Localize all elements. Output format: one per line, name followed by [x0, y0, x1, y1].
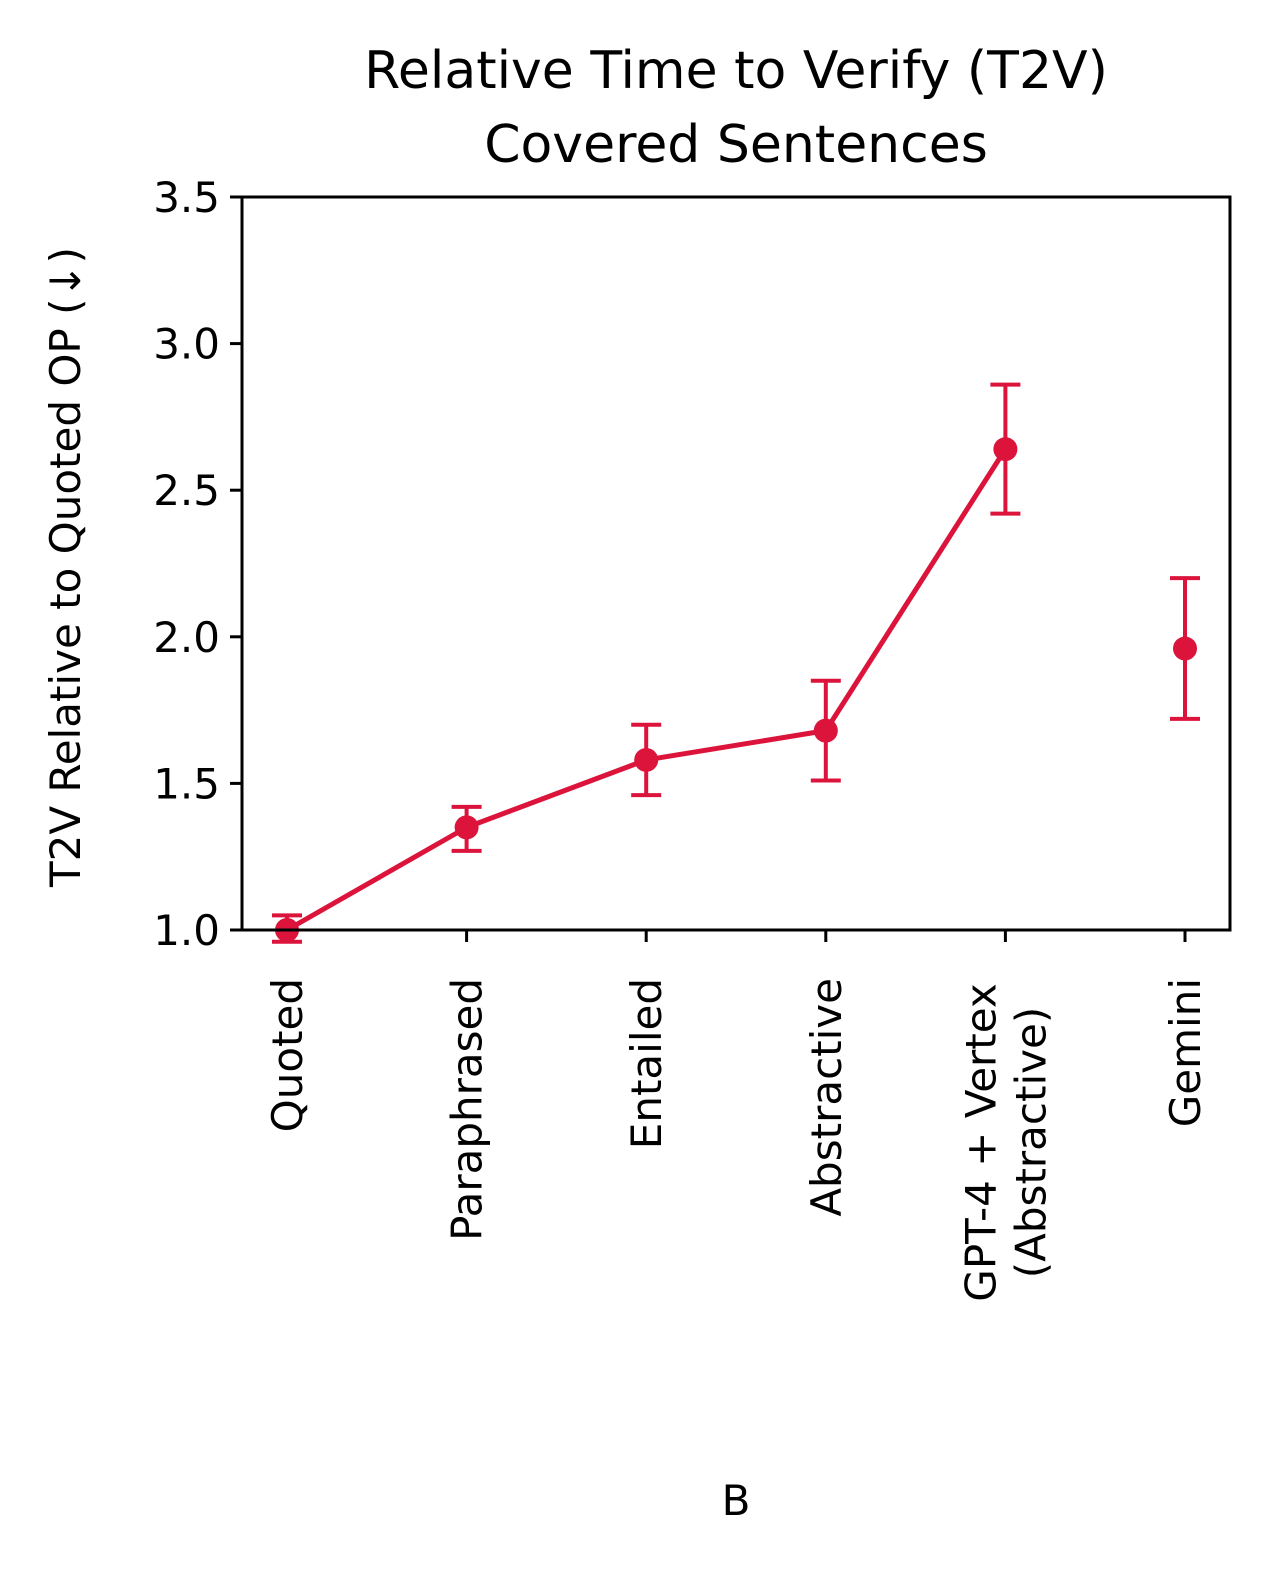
x-tick-label-line: GPT-4 + Vertex: [956, 983, 1005, 1301]
data-point: [454, 815, 479, 840]
x-tick-label: GPT-4 + Vertex (Abstractive): [956, 983, 1055, 1301]
data-point: [993, 437, 1018, 462]
x-tick-label: Gemini: [1161, 978, 1210, 1127]
data-point: [1173, 636, 1197, 661]
y-axis-ticks: 1.0 1.5 2.0 2.5 3.0 3.5: [153, 173, 242, 955]
y-tick-label: 1.5: [153, 759, 220, 808]
x-tick-label: Entailed: [622, 978, 671, 1149]
y-tick-label: 3.0: [153, 320, 220, 369]
chart-title-line: Relative Time to Verify (T2V): [364, 41, 1108, 101]
x-tick-label-line: (Abstractive): [1006, 1007, 1055, 1278]
y-tick-label: 3.5: [153, 173, 220, 222]
y-tick-label: 1.0: [153, 906, 220, 955]
chart-title: Relative Time to Verify (T2V) Covered Sen…: [364, 41, 1108, 175]
y-axis-label-text: T2V Relative to Quoted OP (↓): [41, 247, 90, 888]
x-tick-label-line: Gemini: [1161, 978, 1210, 1127]
x-tick-label: Abstractive: [802, 978, 851, 1217]
x-tick-label-line: Quoted: [263, 978, 312, 1132]
plot-data: [272, 382, 1200, 944]
x-axis-ticks: Quoted Paraphrased Entailed Abstractive GPT-…: [263, 930, 1210, 1302]
x-tick-label-line: Paraphrased: [443, 978, 492, 1241]
x-tick-label-line: Abstractive: [802, 978, 851, 1217]
y-axis-label: T2V Relative to Quoted OP (↓): [41, 247, 90, 888]
y-tick-label: 2.0: [153, 613, 220, 662]
series-line: [285, 447, 1008, 933]
x-tick-label-line: Entailed: [622, 978, 671, 1149]
chart-title-line: Covered Sentences: [484, 115, 988, 175]
y-tick-label: 2.5: [153, 466, 220, 515]
panel-label: B: [722, 1476, 751, 1525]
plot-frame: [240, 195, 1232, 932]
x-tick-label: Quoted: [263, 978, 312, 1132]
data-point: [813, 718, 838, 743]
x-tick-label: Paraphrased: [443, 978, 492, 1241]
data-point: [634, 747, 659, 772]
